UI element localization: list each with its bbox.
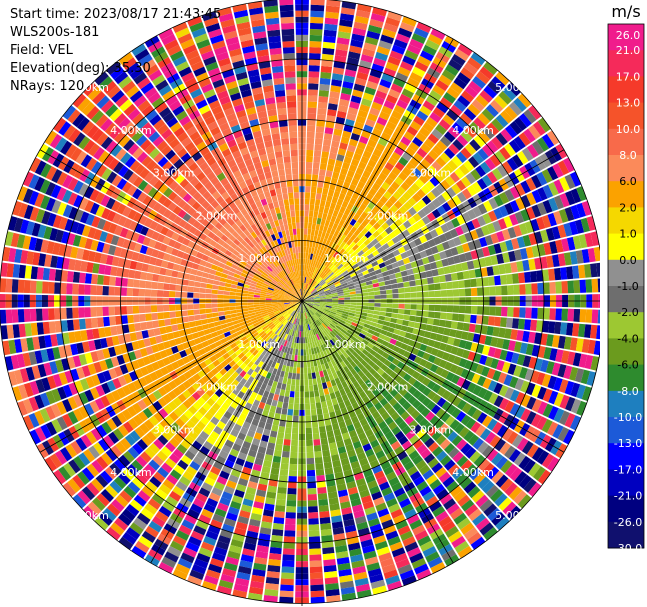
colorbar-tick-label: 8.0 (619, 149, 637, 162)
colorbar-segment (608, 181, 644, 208)
colorbar-tick-label: -4.0 (617, 332, 638, 345)
scan-info: Start time: 2023/08/17 21:43:45 WLS200s-… (10, 6, 221, 96)
colorbar-segment (608, 286, 644, 313)
colorbar-label: m/s (611, 2, 640, 21)
ring-label: 3.00km (410, 167, 452, 180)
colorbar-tick-label: -1.0 (617, 280, 638, 293)
colorbar-segment (608, 364, 644, 392)
ring-label: 1.00km (238, 338, 280, 351)
colorbar-tick-label: 10.0 (616, 123, 641, 136)
colorbar-segment (608, 495, 644, 523)
ring-label: 1.00km (238, 252, 280, 265)
colorbar-segment (608, 443, 644, 470)
field-label: Field: VEL (10, 43, 73, 58)
colorbar-frame (607, 23, 645, 549)
colorbar-tick-label: 6.0 (619, 175, 637, 188)
colorbar-segment (608, 417, 644, 444)
azimuth-line (150, 38, 454, 564)
ring-label: 2.00km (367, 209, 409, 222)
colorbar-segment (608, 259, 644, 287)
colorbar-tick-label: -26.0 (614, 516, 642, 529)
colorbar-tick-label: -30.0 (614, 542, 642, 555)
colorbar-tick-label: -21.0 (614, 490, 642, 503)
colorbar-segment (608, 76, 644, 104)
nrays-label: NRays: 120 (10, 79, 85, 94)
colorbar-segment (608, 155, 644, 182)
ring-label: 3.00km (153, 423, 195, 436)
elevation-label: Elevation(deg): 35.30 (10, 61, 151, 76)
colorbar-tick-label: 13.0 (616, 97, 641, 110)
colorbar-segment (608, 207, 644, 235)
ring-label: 2.00km (367, 381, 409, 394)
colorbar-tick-label: 26.0 (616, 29, 641, 42)
colorbar-segment (608, 102, 644, 130)
colorbar-segment (608, 338, 644, 366)
colorbar-segment (608, 469, 644, 497)
colorbar-tick-label: 0.0 (619, 254, 637, 267)
colorbar-tick-label: -6.0 (617, 359, 638, 372)
colorbar-tick-label: 21.0 (616, 44, 641, 57)
ring-label: 2.00km (196, 209, 238, 222)
colorbar-tick-label: 17.0 (616, 70, 641, 83)
ring-label: 5.00km (67, 509, 109, 522)
ring-label: 4.00km (452, 466, 494, 479)
colorbar-tick-label: 1.0 (619, 228, 637, 241)
start-time-label: Start time: 2023/08/17 21:43:45 (10, 7, 222, 22)
colorbar-tick-label: -10.0 (614, 411, 642, 424)
colorbar-segment (608, 521, 644, 549)
colorbar-tick-label: -8.0 (617, 385, 638, 398)
colorbar-tick-label: -13.0 (614, 437, 642, 450)
velocity-ppi-plot: 1.00km 1.00km 1.00km 1.00km 2.00km 2.00km 2.00… (0, 0, 600, 606)
ring-label: 1.00km (324, 338, 366, 351)
colorbar-tick-label: -2.0 (617, 306, 638, 319)
ring-label: 5.00km (495, 509, 537, 522)
range-rings: 1.00km 1.00km 1.00km 1.00km 2.00km 2.00km 2.00… (0, 0, 600, 606)
ring-label: 3.00km (153, 167, 195, 180)
ring-label: 1.00km (324, 252, 366, 265)
ring-label: 4.00km (452, 124, 494, 137)
colorbar-tick-label: -17.0 (614, 463, 642, 476)
ring-label: 2.00km (196, 381, 238, 394)
ring-label: 3.00km (410, 423, 452, 436)
ring-label: 4.00km (110, 466, 152, 479)
instrument-label: WLS200s-181 (10, 25, 100, 40)
colorbar-segment (608, 50, 644, 77)
ring-label: 4.00km (110, 124, 152, 137)
ring-label: 5.00km (495, 81, 537, 94)
colorbar-tick-label: 2.0 (619, 201, 637, 214)
ring-label: 5.00km (67, 81, 109, 94)
colorbar-segment (608, 24, 644, 51)
colorbar-segment (608, 390, 644, 418)
colorbar-segment (608, 233, 644, 261)
colorbar-segment (608, 312, 644, 339)
colorbar-segment (608, 128, 644, 156)
velocity-gates (0, 0, 600, 604)
